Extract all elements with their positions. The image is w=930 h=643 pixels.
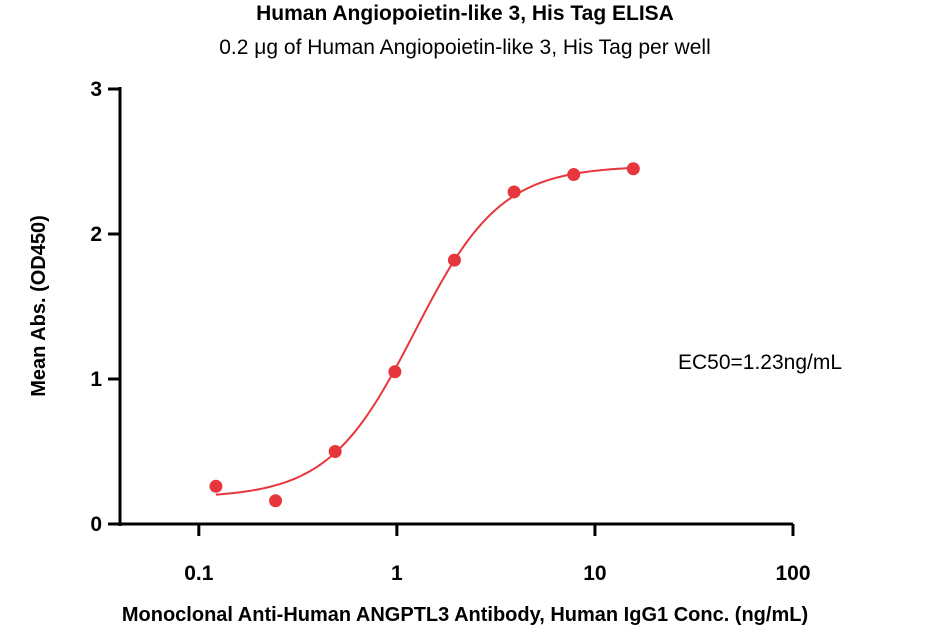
- data-points: [209, 162, 640, 508]
- ec50-annotation: EC50=1.23ng/mL: [678, 351, 842, 374]
- x-tick-label: 1: [391, 562, 403, 585]
- data-point: [507, 185, 521, 199]
- y-tick-label: 1: [90, 368, 102, 391]
- data-point: [209, 479, 223, 493]
- data-point: [626, 162, 640, 176]
- ticks: 0 1 2 3 0.1 1 10 100: [90, 78, 810, 585]
- data-point: [269, 494, 283, 508]
- y-tick-label: 3: [90, 78, 102, 101]
- data-point: [328, 445, 342, 458]
- data-point: [447, 253, 461, 267]
- data-point: [388, 365, 402, 379]
- y-tick-label: 0: [90, 513, 102, 536]
- y-axis-title: Mean Abs. (OD450): [28, 215, 50, 397]
- x-tick-label: 10: [583, 562, 606, 585]
- axes: [118, 87, 793, 526]
- data-point: [567, 168, 581, 182]
- x-axis-title: Monoclonal Anti-Human ANGPTL3 Antibody, …: [121, 604, 809, 626]
- y-tick-label: 2: [90, 223, 102, 246]
- chart-title: Human Angiopoietin-like 3, His Tag ELISA: [256, 2, 674, 25]
- x-tick-label: 100: [775, 562, 810, 585]
- x-tick-label: 0.1: [184, 562, 214, 585]
- chart-subtitle: 0.2 μg of Human Angiopoietin-like 3, His…: [219, 36, 711, 59]
- fit-curve: [215, 166, 634, 496]
